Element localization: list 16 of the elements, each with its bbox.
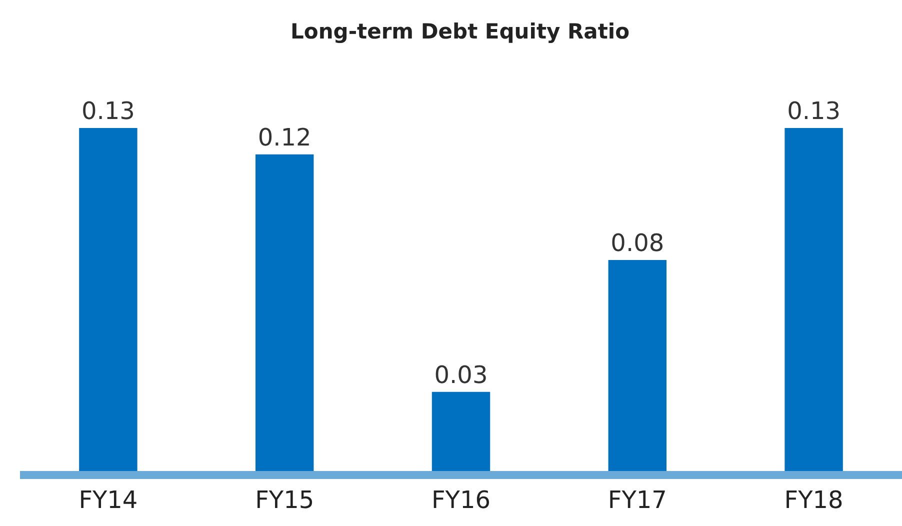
data-label: 0.03 (434, 360, 488, 389)
x-tick-label: FY17 (608, 486, 667, 514)
x-tick-label: FY16 (431, 486, 491, 514)
x-tick-label: FY18 (784, 486, 844, 514)
data-label: 0.13 (787, 97, 841, 126)
bar (432, 392, 490, 471)
chart-title: Long-term Debt Equity Ratio (290, 19, 630, 44)
bar (784, 128, 843, 471)
bar (255, 154, 314, 471)
x-tick-label: FY15 (255, 486, 314, 514)
data-label: 0.13 (81, 97, 135, 126)
data-label: 0.12 (258, 123, 312, 152)
bar (608, 260, 667, 471)
x-tick-label: FY14 (78, 486, 138, 514)
data-label: 0.08 (610, 228, 664, 257)
bar (79, 128, 138, 471)
